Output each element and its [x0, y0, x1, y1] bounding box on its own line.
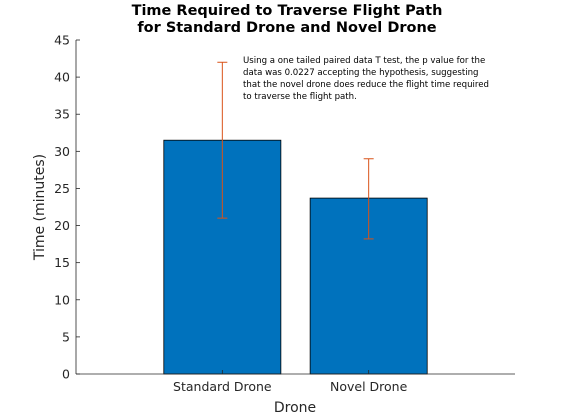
y-axis-label: Time (minutes) — [32, 154, 48, 261]
chart-title: Time Required to Traverse Flight Path fo… — [132, 3, 443, 36]
y-tick-label: 5 — [62, 329, 70, 344]
annotation-line-4: to traverse the flight path. — [243, 92, 357, 102]
y-tick-label: 10 — [54, 292, 70, 307]
chart-title-line-2: for Standard Drone and Novel Drone — [137, 20, 436, 36]
y-tick-label: 15 — [54, 255, 70, 270]
annotation-text: Using a one tailed paired data T test, t… — [243, 56, 489, 102]
x-axis-label: Drone — [274, 400, 316, 416]
x-tick-label: Novel Drone — [330, 379, 408, 394]
y-tick-label: 0 — [62, 367, 70, 382]
annotation-line-2: data was 0.0227 accepting the hypothesis… — [243, 68, 479, 78]
y-tick-label: 25 — [54, 181, 70, 196]
x-tick-label: Standard Drone — [173, 379, 272, 394]
annotation-line-1: Using a one tailed paired data T test, t… — [243, 56, 485, 66]
chart-title-line-1: Time Required to Traverse Flight Path — [132, 3, 443, 19]
y-tick-label: 35 — [54, 107, 70, 122]
annotation-line-3: that the novel drone does reduce the fli… — [243, 80, 489, 90]
y-tick-label: 30 — [54, 144, 70, 159]
y-tick-label: 40 — [54, 70, 70, 85]
y-tick-label: 45 — [54, 33, 70, 48]
y-tick-label: 20 — [54, 218, 70, 233]
